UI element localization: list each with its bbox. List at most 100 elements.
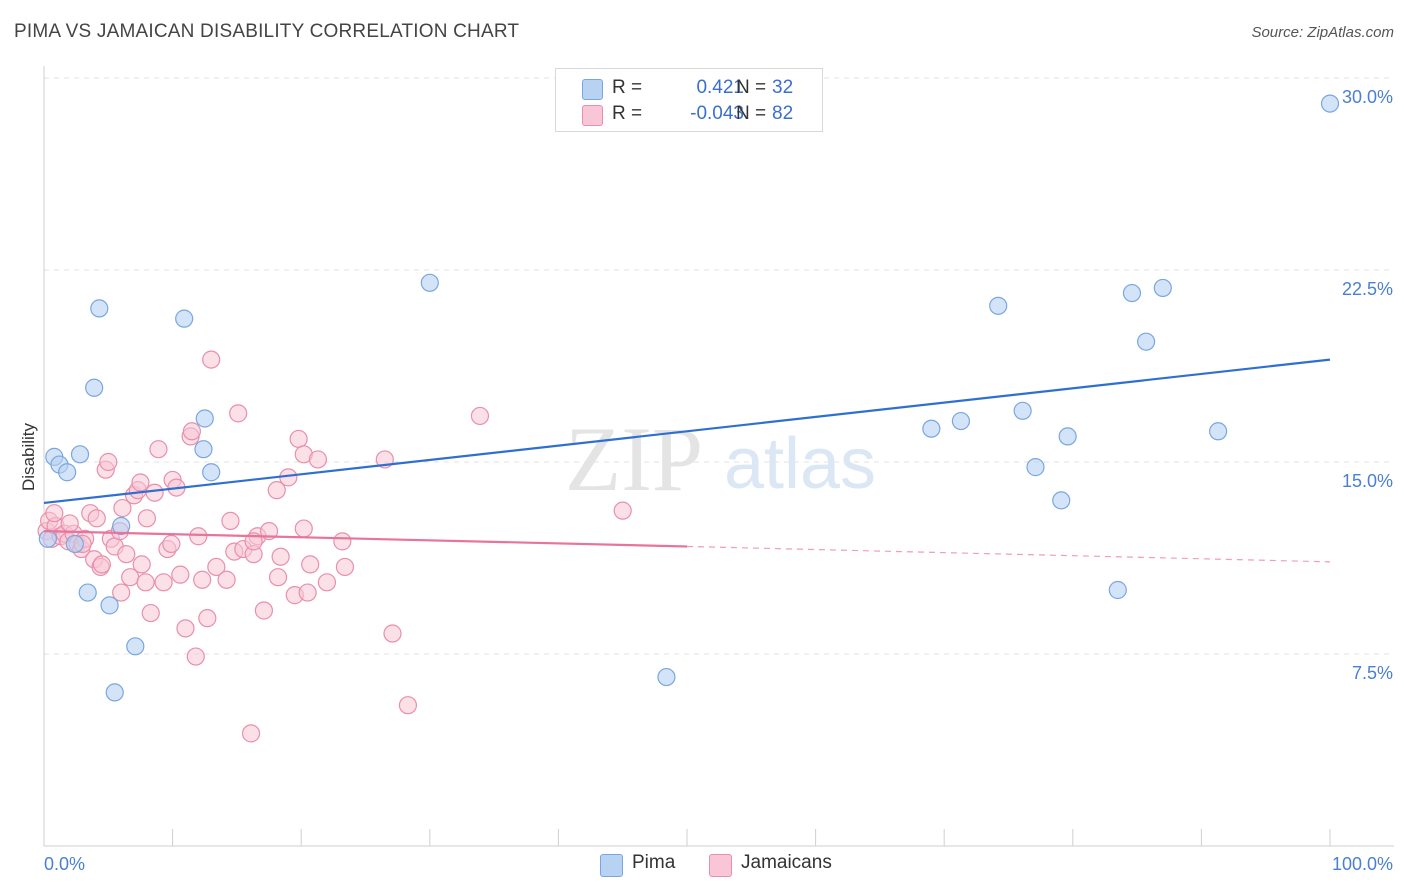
jamaicans-swatch [582, 105, 603, 126]
jamaicans-point [317, 573, 337, 592]
jamaicans-point [149, 440, 168, 459]
pima-point [38, 529, 57, 548]
trend-lines [43, 358, 1331, 563]
pima-point [202, 463, 221, 482]
y-tick-label: 30.0% [1342, 87, 1393, 107]
jamaicans-point [613, 501, 632, 520]
jamaicans-point [254, 601, 274, 620]
pima-point [65, 534, 84, 554]
pima-point [100, 596, 119, 615]
watermark-atlas: atlas [724, 424, 876, 504]
pima-point [1153, 278, 1172, 298]
pima-n-value: 32 [772, 77, 794, 98]
jamaicans-n-key: N = [736, 103, 767, 124]
y-tick-label: 7.5% [1352, 663, 1393, 683]
jamaicans-point [136, 573, 155, 592]
pima-points [38, 94, 1340, 702]
jamaicans-point [189, 527, 208, 546]
pima-n-key: N = [736, 77, 767, 98]
pima-trend-line [43, 358, 1331, 505]
pima-point [1137, 332, 1156, 351]
pima-point [90, 299, 109, 318]
pima-point [657, 667, 676, 687]
jamaicans-point [294, 519, 313, 538]
pima-point [1209, 422, 1228, 441]
x-tick-label: 0.0% [44, 854, 85, 874]
chart-title: PIMA VS JAMAICAN DISABILITY CORRELATION … [14, 21, 520, 42]
pima-point [70, 445, 90, 464]
pima-point [78, 583, 97, 602]
jamaicans-point [470, 406, 490, 426]
jamaicans-point [176, 619, 195, 638]
y-tick-label: 15.0% [1342, 471, 1393, 491]
jamaicans-point [229, 404, 248, 423]
jamaicans-point [301, 555, 320, 574]
jamaicans-point [92, 555, 111, 574]
jamaicans-r-value: -0.043 [690, 103, 744, 124]
pima-point [1058, 427, 1077, 446]
pima-point [951, 411, 971, 431]
source-credit: Source: ZipAtlas.com [1251, 24, 1394, 41]
pima-point [58, 463, 77, 482]
jamaicans-point [217, 570, 236, 589]
pima-r-key: R = [612, 77, 643, 98]
jamaicans-point [182, 422, 201, 441]
jamaicans-point [45, 504, 64, 523]
pima-swatch [582, 79, 603, 100]
pima-point [195, 409, 214, 428]
axes [43, 66, 1394, 847]
jamaicans-point [221, 511, 240, 530]
jamaicans-point [308, 450, 328, 469]
jamaicans-point [154, 573, 173, 592]
tick-labels: 7.5% 15.0% 22.5% 30.0% 0.0% 100.0% [44, 87, 1393, 874]
jamaicans-point [60, 514, 79, 533]
jamaicans-point [267, 481, 286, 500]
pima-point [1013, 401, 1032, 420]
jamaicans-point [241, 724, 261, 743]
pima-point [1108, 580, 1127, 600]
series-legend: Pima Jamaicans [0, 852, 1406, 878]
pima-point [194, 440, 213, 459]
jamaicans-point [145, 483, 164, 502]
jamaicans-point [383, 624, 402, 643]
jamaicans-point [117, 545, 136, 564]
jamaicans-point [186, 647, 205, 666]
pima-legend-swatch [600, 854, 623, 877]
pima-point [1320, 94, 1340, 113]
watermark: ZIP atlas [565, 408, 876, 510]
jamaicans-point [289, 429, 308, 449]
pima-point [922, 419, 941, 438]
jamaicans-point [141, 603, 160, 623]
jamaicans-point [202, 350, 221, 369]
pima-legend-label: Pima [632, 852, 676, 873]
jamaicans-point [171, 565, 190, 584]
watermark-zip: ZIP [565, 408, 703, 510]
y-tick-label: 22.5% [1342, 279, 1393, 299]
jamaicans-point [113, 498, 132, 518]
jamaicans-point [131, 473, 150, 492]
jamaicans-point [398, 696, 418, 715]
jamaicans-point [137, 509, 156, 528]
pima-point [105, 683, 124, 702]
pima-point [1122, 283, 1142, 303]
jamaicans-point [193, 570, 212, 589]
jamaicans-point [112, 583, 131, 602]
jamaicans-point [198, 609, 217, 628]
jamaicans-point [298, 583, 317, 602]
correlation-legend: R = 0.421 N = 32 R = -0.043 N = 82 [555, 68, 823, 132]
pima-point [1026, 458, 1045, 477]
pima-point [989, 296, 1008, 315]
pima-r-value: 0.421 [696, 77, 744, 98]
x-tick-label: 100.0% [1332, 854, 1393, 874]
jamaicans-point [268, 568, 288, 587]
pima-point [1052, 491, 1071, 510]
grid-lines [44, 77, 1394, 655]
jamaicans-legend-swatch [709, 854, 732, 877]
jamaicans-n-value: 82 [772, 103, 794, 124]
pima-point [175, 309, 194, 328]
y-axis-title: Disability [19, 422, 38, 491]
jamaicans-point [335, 557, 355, 577]
jamaicans-point [132, 555, 151, 574]
jamaicans-point [207, 557, 226, 577]
